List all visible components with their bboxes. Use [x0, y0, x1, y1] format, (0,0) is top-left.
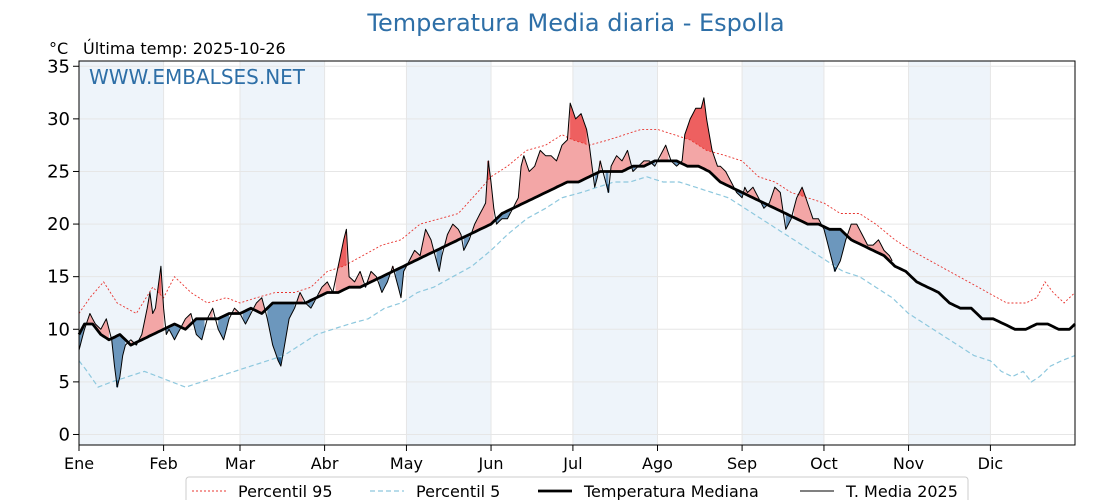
month-bands — [79, 61, 991, 445]
y-tick-label: 0 — [59, 424, 70, 445]
legend-box — [185, 476, 969, 500]
below-median-fill — [463, 234, 470, 251]
plot-frame — [78, 60, 1076, 446]
above-median-fill — [297, 292, 303, 303]
y-tick-label: 25 — [47, 161, 70, 182]
y-tick-label: 10 — [47, 319, 70, 340]
legend-label-media: T. Media 2025 — [845, 482, 958, 500]
x-tick-label: Mar — [225, 454, 256, 473]
month-band — [742, 61, 824, 445]
legend-label-median: Temperatura Mediana — [583, 482, 759, 500]
x-tick-label: Dic — [978, 454, 1004, 473]
x-tick-label: Jun — [478, 454, 504, 473]
y-tick-label: 5 — [59, 372, 70, 393]
x-tick-label: Jul — [562, 454, 582, 473]
above-median-fill — [744, 187, 759, 201]
above-median-fill — [444, 224, 462, 247]
series-line-median — [77, 159, 1076, 347]
series-line-media-2025 — [78, 97, 893, 388]
last-temp-label: Última temp: 2025-10-26 — [83, 39, 286, 58]
above-median-fill — [335, 229, 363, 293]
x-tick-label: Ago — [642, 454, 673, 473]
y-tick-label: 30 — [47, 109, 70, 130]
below-p5-fill — [278, 356, 281, 367]
below-median-fill — [218, 313, 230, 340]
legend-label-p95: Percentil 95 — [238, 482, 333, 500]
month-band — [572, 61, 658, 445]
above-median-fill — [793, 187, 822, 226]
chart-title: Temperatura Media diaria - Espolla — [366, 9, 784, 37]
below-median-fill — [267, 302, 295, 367]
y-tick-label: 20 — [47, 214, 70, 235]
x-tick-label: Oct — [810, 454, 838, 473]
month-band — [79, 61, 164, 445]
y-tick-label: 35 — [47, 56, 70, 77]
series-line-p5 — [78, 176, 1076, 388]
x-tick-label: Sep — [727, 454, 757, 473]
below-median-fill — [785, 213, 792, 230]
above-median-fill — [209, 308, 213, 319]
x-tick-label: Ene — [64, 454, 94, 473]
x-tick-label: Feb — [149, 454, 177, 473]
series-lines — [77, 97, 1076, 388]
above-p95-fill — [799, 187, 805, 197]
month-band — [239, 61, 325, 445]
legend-label-p5: Percentil 5 — [416, 482, 500, 500]
watermark: WWW.EMBALSES.NET — [89, 65, 306, 89]
y-tick-label: 15 — [47, 267, 70, 288]
above-median-fill — [409, 229, 434, 264]
below-median-fill — [193, 318, 205, 340]
x-tick-label: Abr — [311, 454, 339, 473]
legend: Percentil 95 Percentil 5 Temperatura Med… — [185, 476, 969, 500]
x-axis: Ene Feb Mar Abr May Jun Jul Ago Sep Oct Nov Dic — [64, 445, 1003, 473]
below-median-fill — [111, 334, 126, 388]
above-median-fill — [611, 150, 631, 172]
x-tick-label: May — [390, 454, 423, 473]
month-band — [908, 61, 991, 445]
x-tick-label: Nov — [893, 454, 924, 473]
above-median-fill — [319, 281, 331, 297]
unit-label: °C — [49, 39, 68, 58]
above-p95-fill — [570, 103, 587, 145]
above-median-fill — [660, 145, 669, 161]
below-median-fill — [395, 264, 407, 298]
y-axis: 0 5 10 15 20 25 30 35 — [47, 56, 79, 445]
below-median-fill — [823, 226, 846, 272]
